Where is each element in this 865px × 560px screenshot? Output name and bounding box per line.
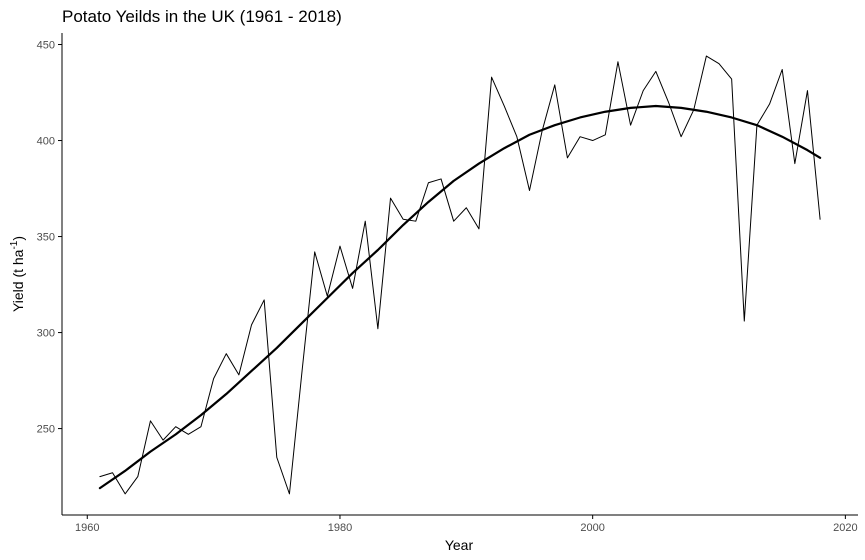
y-axis-title: Yield (t ha-1) (9, 236, 26, 312)
y-tick-label: 300 (37, 328, 55, 340)
y-tick-label: 400 (37, 136, 55, 148)
trend-line (98, 104, 822, 490)
plot-area (98, 55, 822, 495)
y-tick-label: 350 (37, 232, 55, 244)
x-tick-label: 2020 (833, 522, 857, 534)
y-axis: 250 300 350 400 450 (37, 33, 63, 515)
y-tick-label: 450 (37, 40, 55, 52)
x-tick-label: 2000 (580, 522, 604, 534)
chart-title: Potato Yeilds in the UK (1961 - 2018) (62, 7, 342, 26)
y-tick-label: 250 (37, 424, 55, 436)
x-tick-label: 1960 (75, 522, 99, 534)
x-axis-title: Year (445, 537, 474, 553)
x-axis: 1960 1980 2000 2020 (62, 514, 858, 534)
yield-line (99, 55, 821, 495)
x-tick-label: 1980 (328, 522, 352, 534)
